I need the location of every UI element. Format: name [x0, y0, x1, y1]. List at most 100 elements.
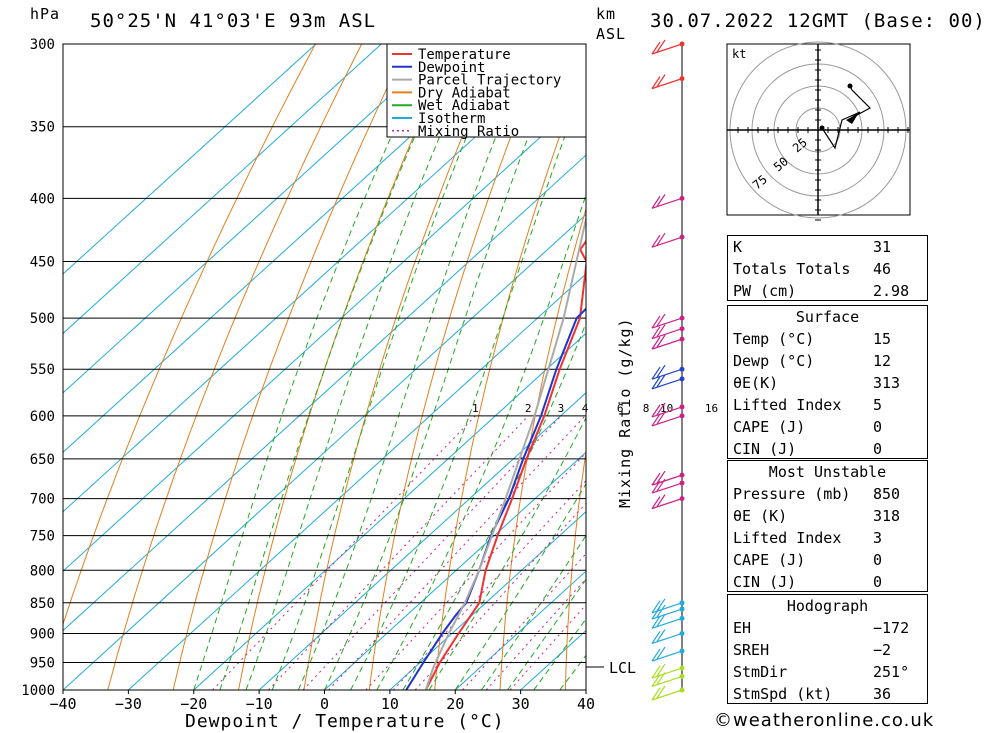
legend-box: [386, 43, 587, 138]
lcl-marker: LCL: [586, 659, 636, 677]
x-tick-label: 20: [446, 695, 464, 713]
isotherm-line: [63, 44, 382, 335]
wind-barb-flag: [656, 194, 666, 207]
pressure-tick-label: 850: [30, 596, 55, 612]
mixing-ratio-line: [212, 415, 476, 690]
wind-barb-shaft: [651, 78, 683, 90]
wind-barb-shaft: [651, 650, 683, 662]
wind-barb-flag: [651, 404, 661, 418]
isotherm-line: [128, 273, 586, 690]
wind-barb-flag: [651, 665, 661, 679]
surface-row: Lifted Index 5: [733, 396, 883, 414]
isotherm-line: [63, 44, 578, 513]
legend-label: Dewpoint: [418, 60, 485, 76]
mixing-ratio-label: 3: [558, 402, 565, 415]
wind-barb-shaft: [651, 378, 683, 390]
wind-barb-shaft: [651, 617, 683, 629]
pressure-tick-label: 350: [30, 120, 55, 136]
wind-barb-flag: [651, 472, 661, 486]
pressure-tick-label: 650: [30, 452, 55, 468]
copyright-link[interactable]: ©weatheronline.co.uk: [714, 710, 935, 731]
most-unstable-row: CAPE (J) 0: [733, 551, 883, 569]
legend-label: Temperature: [418, 47, 511, 63]
mixing-ratio-label: 4: [582, 402, 589, 415]
wind-barb-flag: [656, 232, 666, 246]
hodograph-stats-panel: Hodograph EH −172 SREH −2 StmDir 251° StmSp…: [727, 594, 928, 704]
surface-row: Dewp (°C) 12: [733, 352, 892, 370]
wind-barb-shaft: [651, 632, 683, 645]
mixing-ratio-line: [365, 451, 586, 690]
profile-dewpoint: [405, 307, 586, 690]
lcl-label: LCL: [609, 659, 636, 677]
wind-barb-flag: [651, 600, 661, 614]
wet-adiabat-line: [507, 578, 586, 690]
pressure-tick-label: 900: [30, 626, 55, 642]
dry-adiabat-line: [931, 44, 965, 690]
wind-barb-flag: [656, 470, 666, 484]
wind-barb-shaft: [651, 197, 683, 209]
wet-adiabat-line: [402, 321, 586, 690]
dry-adiabat-line: [986, 44, 1000, 690]
legend-label: Dry Adiabat: [418, 85, 511, 101]
dry-adiabat-line: [172, 44, 409, 690]
isotherm-line: [389, 511, 586, 690]
x-tick-label: 30: [512, 695, 530, 713]
mixing-ratio-line: [509, 604, 586, 690]
storm-motion-arrow: [846, 114, 858, 124]
most-unstable-panel: Most Unstable Pressure (mb) 850 θE (K) 318…: [727, 460, 928, 592]
isotherm-line: [63, 95, 586, 572]
pressure-tick-label: 300: [30, 37, 55, 53]
x-tick-label: −10: [246, 695, 273, 713]
mixing-ratio-line: [462, 553, 586, 690]
wind-barb-flag: [651, 480, 661, 494]
wind-barb-shaft: [651, 482, 683, 494]
x-tick-label: −30: [115, 695, 142, 713]
wind-barb-flag: [656, 364, 666, 378]
most-unstable-row: Pressure (mb) 850: [733, 485, 901, 503]
wind-barb-shaft: [651, 667, 683, 679]
wind-barb-shaft: [651, 498, 683, 510]
station-location: 50°25'N 41°03'E 93m ASL: [90, 10, 377, 32]
wind-barb-flag: [656, 478, 666, 492]
pressure-tick-label: 500: [30, 311, 55, 327]
isotherm-line: [324, 451, 586, 690]
wind-barb-flag: [656, 324, 666, 338]
isotherm-line: [63, 154, 586, 632]
pressure-tick-labels: 300 350 400 450 500 550 600 650 700 750 800 850 900 9…: [21, 37, 55, 699]
wet-adiabat-line: [297, 44, 534, 690]
wind-barb-flag: [656, 494, 666, 507]
wind-barb-flag: [651, 674, 661, 687]
mixing-ratio-line: [485, 578, 586, 690]
mixing-ratio-label: 6: [617, 402, 624, 415]
hodograph-unit-label: kt: [732, 47, 746, 61]
index-row-pw: PW (cm) 2.98: [733, 282, 910, 300]
x-tick-label: −20: [180, 695, 207, 713]
wind-barb-flag: [656, 74, 666, 87]
wind-barb-flag: [651, 366, 661, 380]
pressure-tick-label: 400: [30, 191, 55, 207]
wind-barb-flag: [651, 196, 661, 209]
isotherm-line: [63, 44, 513, 453]
wet-adiabat-line: [480, 534, 586, 690]
x-tick-label: 10: [381, 695, 399, 713]
isotherm-line: [454, 570, 586, 690]
surface-row: Temp (°C) 15: [733, 330, 892, 348]
wind-barb-flag: [651, 234, 661, 248]
wind-barb-flag: [651, 687, 661, 701]
wind-barb-flag: [656, 672, 666, 685]
wind-barb-flag: [656, 629, 666, 642]
wind-barb-shaft: [651, 328, 683, 340]
hodograph-stats-row: StmDir 251°: [733, 663, 910, 681]
wind-barb-shaft: [651, 406, 683, 418]
mixing-ratio-label: 1: [472, 402, 479, 415]
isotherm-line: [63, 44, 317, 275]
wind-barb-flag: [656, 663, 666, 677]
wind-barb-flag: [651, 376, 661, 390]
legend-label: Isotherm: [418, 111, 485, 127]
pressure-tick-label: 1000: [21, 683, 55, 699]
sounding-datetime: 30.07.2022 12GMT (Base: 00): [650, 10, 986, 32]
x-axis-label: Dewpoint / Temperature (°C): [185, 711, 505, 732]
